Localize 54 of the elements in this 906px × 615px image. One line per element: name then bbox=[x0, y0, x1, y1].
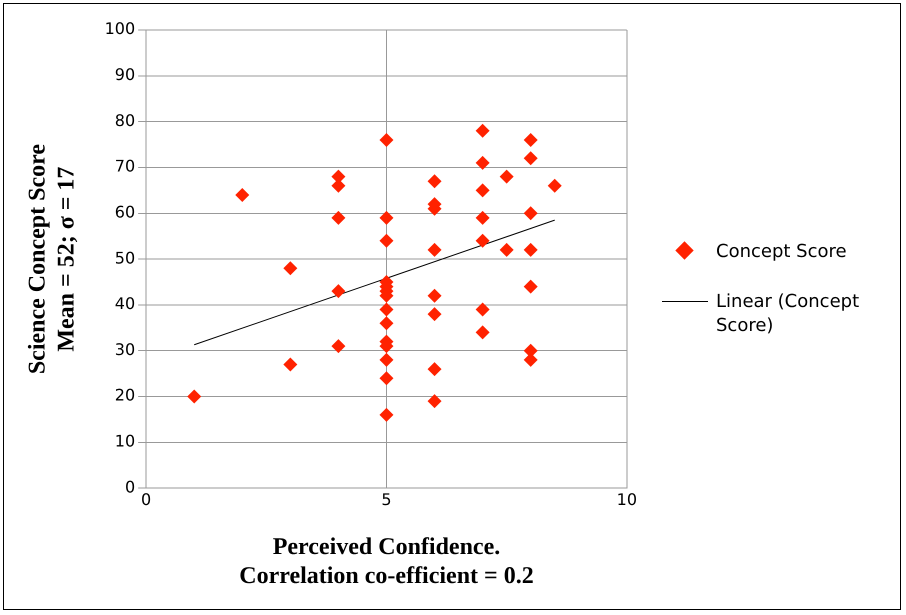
point bbox=[476, 302, 490, 316]
point bbox=[331, 284, 346, 298]
y-tick-label: 30 bbox=[114, 340, 136, 359]
point bbox=[331, 339, 346, 354]
point bbox=[283, 261, 298, 276]
point bbox=[428, 174, 442, 188]
y-tick-label: 40 bbox=[114, 294, 136, 314]
point bbox=[379, 210, 394, 225]
point bbox=[476, 210, 490, 225]
point bbox=[428, 307, 442, 322]
y-tick-label: 100 bbox=[104, 19, 136, 38]
x-tick-label: 10 bbox=[616, 490, 637, 509]
point bbox=[476, 325, 490, 340]
point bbox=[428, 362, 442, 376]
y-tick-label: 90 bbox=[114, 64, 136, 84]
point bbox=[524, 242, 538, 257]
legend-label: Concept Score bbox=[715, 240, 847, 264]
point bbox=[428, 394, 442, 408]
point bbox=[235, 188, 250, 202]
point bbox=[379, 234, 394, 248]
point bbox=[476, 124, 490, 138]
point bbox=[476, 183, 490, 198]
y-tick-label: 60 bbox=[114, 202, 136, 222]
x-tick-label: 0 bbox=[141, 490, 152, 509]
y-tick-label: 10 bbox=[114, 432, 136, 451]
point bbox=[428, 242, 442, 257]
point bbox=[379, 316, 394, 330]
point bbox=[187, 390, 202, 404]
legend-label: Linear (Concept Score) bbox=[715, 290, 860, 338]
y-tick-label: 20 bbox=[114, 386, 136, 405]
point bbox=[379, 371, 394, 386]
point bbox=[548, 178, 562, 193]
point bbox=[379, 408, 394, 422]
y-tick-label: 80 bbox=[114, 110, 136, 130]
point bbox=[476, 156, 490, 170]
y-tick-label: 50 bbox=[114, 248, 136, 268]
point bbox=[379, 352, 394, 367]
point bbox=[524, 132, 538, 147]
point bbox=[524, 280, 538, 294]
point bbox=[500, 242, 514, 257]
point bbox=[379, 132, 394, 147]
point bbox=[524, 151, 538, 166]
y-axis-title: Science Concept Score Mean = 52; σ = 17 bbox=[24, 144, 80, 374]
point bbox=[379, 302, 394, 316]
point bbox=[500, 170, 514, 184]
point bbox=[524, 206, 538, 220]
x-tick-label: 5 bbox=[381, 490, 392, 509]
point bbox=[428, 288, 442, 303]
point bbox=[331, 210, 346, 225]
y-tick-label: 0 bbox=[124, 477, 136, 496]
y-tick-label: 70 bbox=[114, 156, 136, 176]
x-axis-title: Perceived Confidence. Correlation co-efficient = 0.2 bbox=[239, 534, 534, 589]
point bbox=[476, 234, 490, 248]
point bbox=[283, 357, 298, 372]
